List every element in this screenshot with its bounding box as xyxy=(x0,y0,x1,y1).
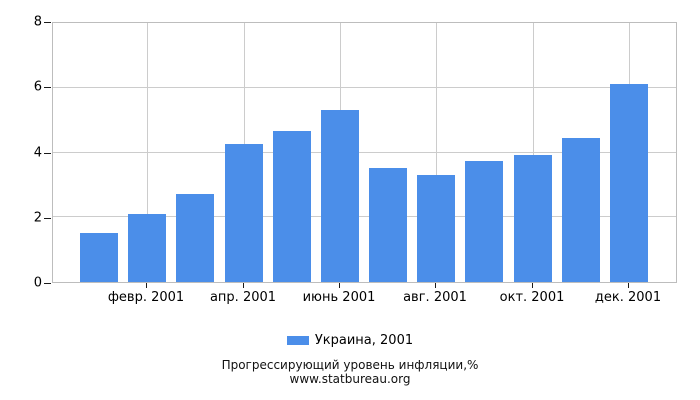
x-tick xyxy=(339,283,340,288)
bar xyxy=(128,213,167,282)
bar xyxy=(80,233,118,282)
h-gridline xyxy=(53,86,676,88)
v-gridline xyxy=(533,23,534,282)
x-tick-label: апр. 2001 xyxy=(209,290,277,305)
bar xyxy=(609,83,648,282)
x-tick xyxy=(628,283,629,288)
bar xyxy=(369,168,408,282)
y-tick-label: 2 xyxy=(33,210,42,226)
h-gridline xyxy=(53,151,676,153)
y-tick xyxy=(44,217,51,219)
x-tick xyxy=(435,283,436,288)
chart-source: www.statbureau.org xyxy=(289,371,411,386)
y-tick xyxy=(44,283,51,284)
bar xyxy=(465,161,504,282)
bar xyxy=(561,137,600,282)
bar xyxy=(320,110,359,282)
plot-area xyxy=(52,22,677,283)
y-tick-label: 0 xyxy=(33,275,42,291)
v-gridline xyxy=(436,23,437,282)
bars-box xyxy=(80,23,648,282)
x-tick-label: дек. 2001 xyxy=(594,290,662,305)
y-tick xyxy=(44,22,51,23)
y-tick-label: 8 xyxy=(33,14,42,30)
legend: Украина, 2001 xyxy=(0,333,700,348)
bar xyxy=(417,174,456,282)
y-tick xyxy=(44,87,51,89)
x-tick-label: февр. 2001 xyxy=(107,290,185,305)
bar xyxy=(224,144,263,282)
y-tick-label: 4 xyxy=(33,145,42,160)
chart-caption: Прогрессирующий уровень инфляции,% www.s… xyxy=(0,358,700,386)
h-gridline xyxy=(53,216,676,218)
legend-swatch xyxy=(286,336,309,345)
x-tick-label: июнь 2001 xyxy=(302,290,376,305)
x-tick xyxy=(146,283,147,288)
chart-title: Прогрессирующий уровень инфляции,% xyxy=(221,358,479,372)
bar xyxy=(513,154,552,282)
bar xyxy=(176,193,215,282)
x-tick-label: авг. 2001 xyxy=(403,290,467,305)
y-tick xyxy=(44,152,51,154)
v-gridline xyxy=(147,23,148,282)
bar xyxy=(272,130,311,282)
legend-label: Украина, 2001 xyxy=(314,333,414,348)
x-tick xyxy=(532,283,533,288)
y-tick-label: 6 xyxy=(33,79,42,95)
x-tick xyxy=(243,283,244,288)
x-tick-label: окт. 2001 xyxy=(499,290,565,305)
